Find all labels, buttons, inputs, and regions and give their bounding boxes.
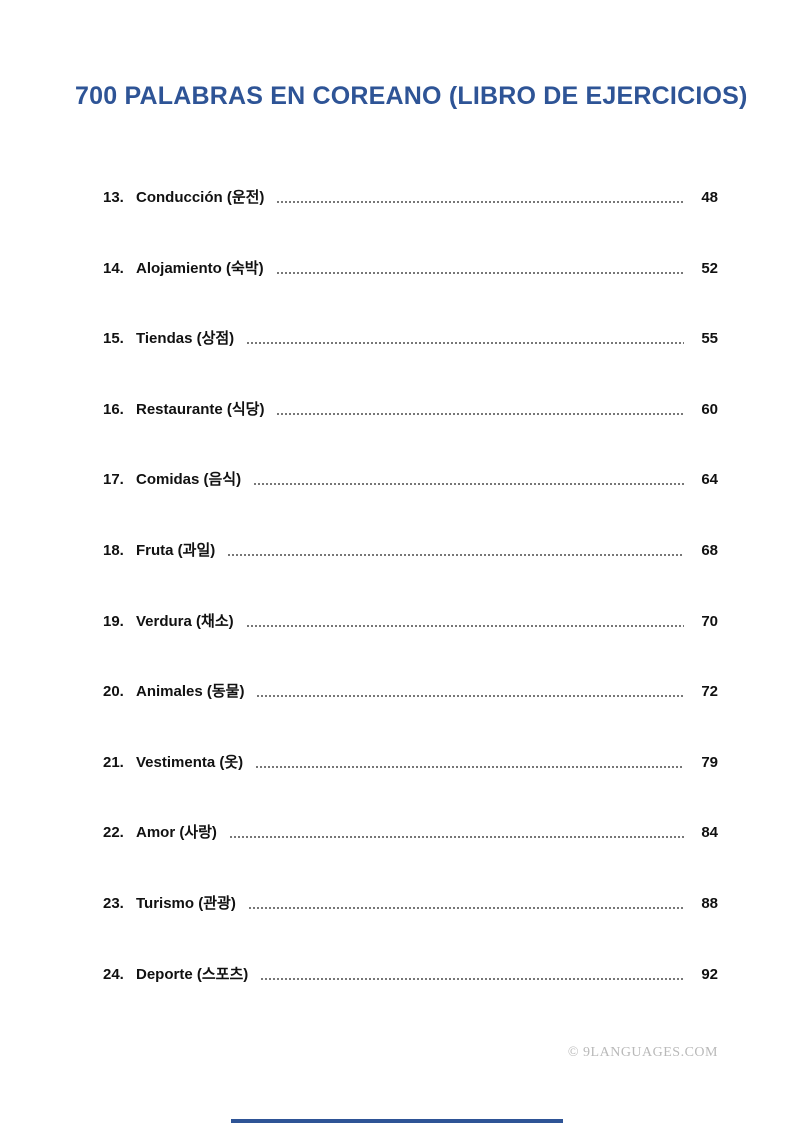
toc-entry-label: Conducción (운전) xyxy=(136,189,265,206)
toc-entry-page-number: 60 xyxy=(701,400,718,418)
toc-entry-page-number: 52 xyxy=(701,259,718,277)
toc-entry-label: Deporte (스포츠) xyxy=(136,965,249,983)
toc-entry-label: Turismo (관광) xyxy=(136,894,236,912)
toc-entry-label: Verdura (채소) xyxy=(136,612,234,630)
toc-entry-number: 22. xyxy=(103,824,124,842)
toc-entry-page-number: 68 xyxy=(701,541,718,559)
toc-entry[interactable]: 17. Comidas (음식) 64 xyxy=(103,470,718,541)
toc-entry-number: 17. xyxy=(103,471,124,489)
toc-entry-label: Tiendas (상점) xyxy=(136,330,235,348)
toc-entry-page-number: 84 xyxy=(701,824,718,842)
toc-entry-page-number: 48 xyxy=(701,189,718,206)
toc-entry-number: 15. xyxy=(103,330,124,348)
bottom-accent-bar xyxy=(231,1119,563,1123)
toc-entry-label: Amor (사랑) xyxy=(136,824,217,842)
toc-entry-page-number: 70 xyxy=(701,612,718,630)
toc-entry-number: 23. xyxy=(103,894,124,912)
toc-entry-page-number: 64 xyxy=(701,471,718,489)
toc-entry[interactable]: 21. Vestimenta (옷) 79 xyxy=(103,752,718,824)
toc-entry[interactable]: 14. Alojamiento (숙박) 52 xyxy=(103,258,718,330)
toc-entry-page-number: 79 xyxy=(701,753,718,771)
dotted-leader xyxy=(276,399,684,420)
toc-entry[interactable]: 16. Restaurante (식당) 60 xyxy=(103,399,718,471)
dotted-leader xyxy=(246,329,684,350)
toc-entry-number: 16. xyxy=(103,400,124,418)
dotted-leader xyxy=(256,682,684,703)
toc-entry-page-number: 72 xyxy=(701,683,718,701)
toc-entry-number: 18. xyxy=(103,541,124,559)
toc-entry[interactable]: 24. Deporte (스포츠) 92 xyxy=(103,964,718,1036)
toc-entry[interactable]: 23. Turismo (관광) 88 xyxy=(103,893,718,965)
toc-entry-label: Fruta (과일) xyxy=(136,541,216,559)
toc-entry-number: 24. xyxy=(103,965,124,983)
dotted-leader xyxy=(245,611,684,632)
toc-entry-number: 21. xyxy=(103,753,124,771)
dotted-leader xyxy=(255,752,684,773)
toc-entry-number: 13. xyxy=(103,189,124,206)
dotted-leader xyxy=(247,893,684,914)
toc-entry[interactable]: 22. Amor (사랑) 84 xyxy=(103,823,718,894)
toc-entry-label: Comidas (음식) xyxy=(136,471,242,489)
toc-entry[interactable]: 20. Animales (동물) 72 xyxy=(103,682,718,753)
toc-entry-number: 20. xyxy=(103,683,124,701)
dotted-leader xyxy=(260,964,684,985)
toc-entry-label: Restaurante (식당) xyxy=(136,400,265,418)
dotted-leader xyxy=(253,470,684,491)
toc-entry-page-number: 55 xyxy=(701,330,718,348)
toc-entry-number: 14. xyxy=(103,259,124,277)
toc-entry[interactable]: 18. Fruta (과일) 68 xyxy=(103,540,718,612)
toc-entry-number: 19. xyxy=(103,612,124,630)
toc-entry[interactable]: 19. Verdura (채소) 70 xyxy=(103,611,718,683)
toc-entry-page-number: 92 xyxy=(701,965,718,983)
dotted-leader xyxy=(228,823,684,844)
toc-entry-label: Vestimenta (옷) xyxy=(136,753,244,771)
toc-entry[interactable]: 13. Conducción (운전) 48 xyxy=(103,188,718,259)
toc-entry[interactable]: 15. Tiendas (상점) 55 xyxy=(103,329,718,400)
page-title: 700 PALABRAS EN COREANO (LIBRO DE EJERCI… xyxy=(75,82,748,110)
table-of-contents: 13. Conducción (운전) 48 14. Alojamiento (… xyxy=(103,188,718,1035)
dotted-leader xyxy=(275,258,684,279)
footer-copyright: © 9LANGUAGES.COM xyxy=(567,1045,718,1060)
toc-entry-page-number: 88 xyxy=(701,894,718,912)
toc-entry-label: Alojamiento (숙박) xyxy=(136,259,264,277)
dotted-leader xyxy=(227,540,684,561)
toc-entry-label: Animales (동물) xyxy=(136,683,245,701)
dotted-leader xyxy=(276,188,684,208)
